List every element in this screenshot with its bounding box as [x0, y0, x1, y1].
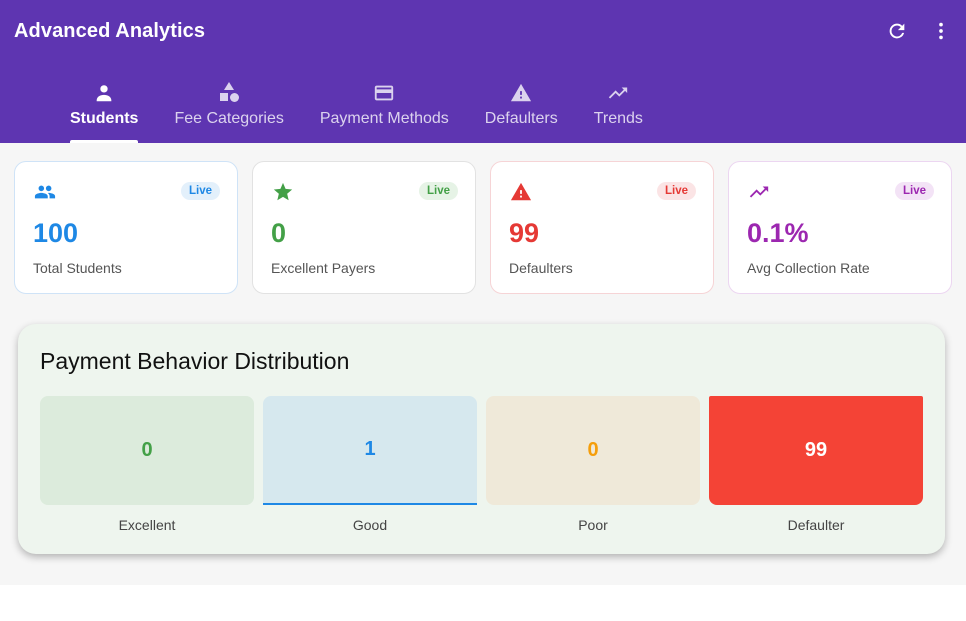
distribution-poor: 0 Poor — [486, 396, 700, 533]
stat-card-total-students: Live 100 Total Students — [14, 161, 238, 294]
category-icon — [217, 76, 241, 104]
live-badge: Live — [418, 182, 458, 200]
refresh-button[interactable] — [882, 16, 912, 46]
stat-label: Total Students — [33, 260, 122, 276]
tab-label: Students — [70, 110, 139, 127]
app-title: Advanced Analytics — [14, 20, 206, 42]
distribution-value-box: 99 — [709, 396, 923, 505]
app-frame: Advanced Analytics Students Fee Categori… — [0, 0, 966, 554]
stat-label: Defaulters — [509, 260, 573, 276]
stat-card-avg-collection-rate: Live 0.1% Avg Collection Rate — [728, 161, 952, 294]
star-icon — [272, 181, 294, 208]
trending-up-icon — [606, 76, 630, 104]
person-icon — [93, 76, 115, 104]
distribution-label: Defaulter — [787, 517, 845, 533]
app-bar-actions — [882, 16, 956, 46]
live-badge: Live — [656, 182, 696, 200]
live-badge: Live — [180, 182, 220, 200]
trending-up-icon — [748, 181, 770, 208]
distribution-good: 1 Good — [263, 396, 477, 533]
more-vert-icon — [939, 22, 943, 40]
panel-title: Payment Behavior Distribution — [40, 348, 350, 374]
group-icon — [34, 181, 56, 208]
stat-label: Avg Collection Rate — [747, 260, 870, 276]
stat-card-excellent-payers: Live 0 Excellent Payers — [252, 161, 476, 294]
credit-card-icon — [371, 76, 397, 104]
tab-label: Trends — [593, 110, 643, 127]
app-bar: Advanced Analytics Students Fee Categori… — [0, 0, 966, 143]
warning-icon — [509, 76, 533, 104]
distribution-defaulter: 99 Defaulter — [709, 396, 923, 533]
distribution-value-box: 0 — [486, 396, 700, 505]
distribution-value-box: 1 — [263, 396, 477, 505]
stat-value: 100 — [33, 218, 79, 248]
tab-fee-categories[interactable]: Fee Categories — [156, 72, 301, 143]
stat-value: 99 — [509, 218, 540, 248]
tab-students[interactable]: Students — [52, 72, 156, 143]
tab-label: Defaulters — [484, 110, 558, 127]
warning-icon — [510, 181, 532, 208]
payment-behavior-panel: Payment Behavior Distribution 0 Excellen… — [18, 324, 945, 554]
tab-bar: Students Fee Categories Payment Methods … — [52, 72, 661, 143]
distribution-value-box: 0 — [40, 396, 254, 505]
stat-value: 0 — [271, 218, 287, 248]
more-options-button[interactable] — [926, 16, 956, 46]
stat-value: 0.1% — [747, 218, 809, 248]
stats-row: Live 100 Total Students Live 0 Excellent… — [14, 161, 952, 294]
live-badge: Live — [894, 182, 934, 200]
distribution-label: Excellent — [118, 517, 176, 533]
distribution-cells: 0 Excellent 1 Good 0 Poor 99 Defaulter — [40, 396, 923, 533]
stat-label: Excellent Payers — [271, 260, 376, 276]
tab-defaulters[interactable]: Defaulters — [467, 72, 576, 143]
distribution-excellent: 0 Excellent — [40, 396, 254, 533]
tab-payment-methods[interactable]: Payment Methods — [302, 72, 467, 143]
tab-trends[interactable]: Trends — [576, 72, 661, 143]
tab-label: Payment Methods — [319, 110, 449, 127]
distribution-label: Poor — [578, 517, 608, 533]
tab-label: Fee Categories — [174, 110, 284, 127]
stat-card-defaulters: Live 99 Defaulters — [490, 161, 714, 294]
distribution-label: Good — [352, 517, 388, 533]
refresh-icon — [889, 23, 905, 39]
